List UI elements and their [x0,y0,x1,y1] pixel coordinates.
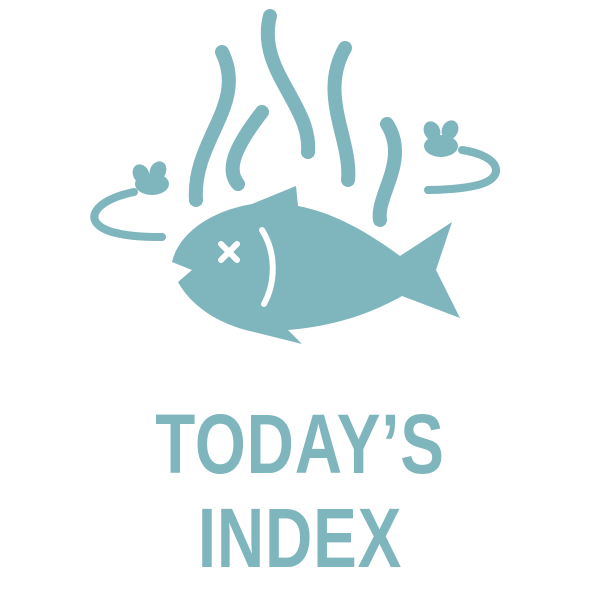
stink-line-3 [225,105,269,191]
headline-line-1: TODAY’S [155,397,445,491]
fish [172,186,460,344]
fly-right-icon [423,120,459,157]
stink-line-4 [327,41,356,187]
headline-line-2: INDEX [197,491,403,585]
fly-left-icon [132,161,169,195]
fly-right-trail [424,146,500,194]
stink-lines [188,9,403,227]
flies [90,120,500,241]
fly-left-trail [90,188,166,241]
stink-line-5 [372,117,403,227]
dead-eye-icon [218,241,240,263]
gill-line [259,227,276,307]
stink-line-1 [188,45,236,207]
fish-body [172,186,460,344]
dead-fish-stink-icon [90,9,500,344]
stink-line-2 [260,9,316,159]
